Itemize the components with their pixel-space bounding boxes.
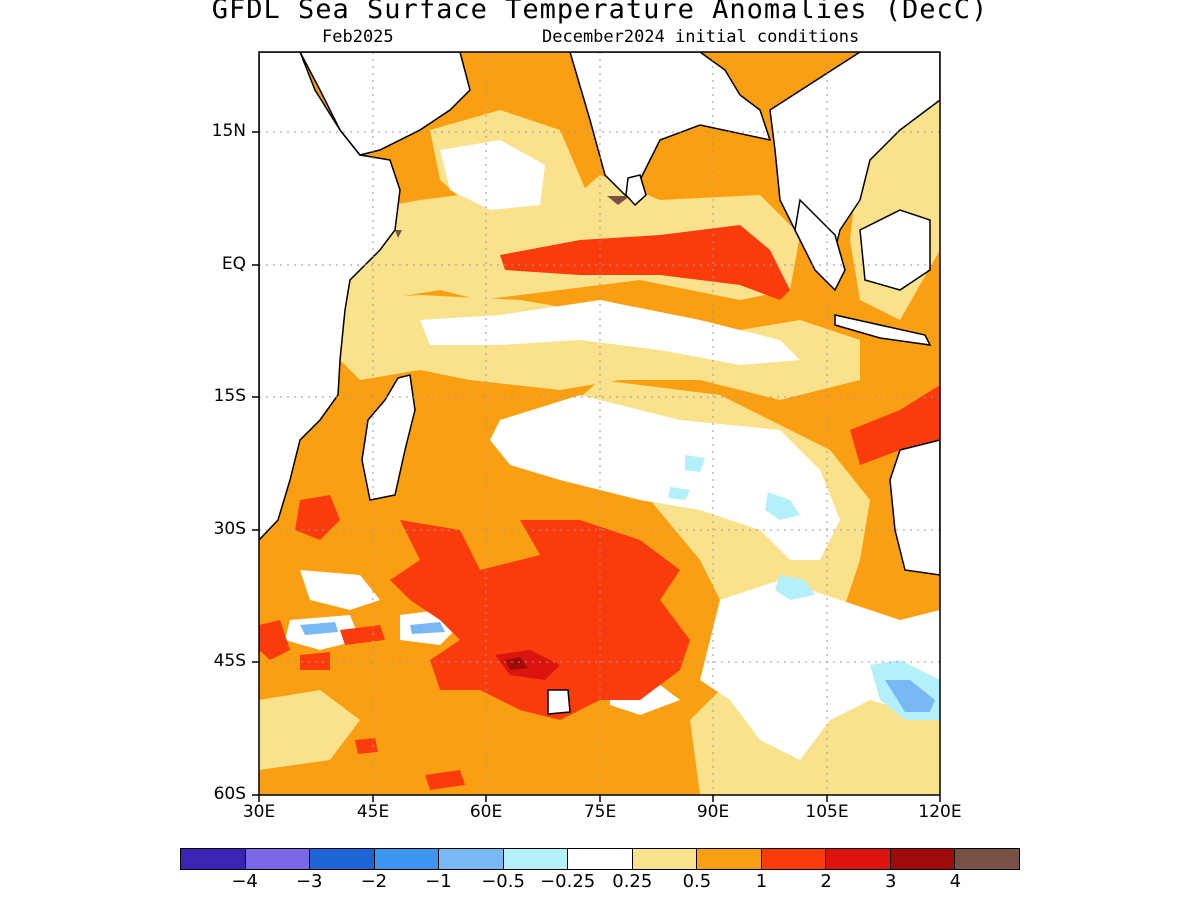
colorbar-label: 0.25 — [612, 871, 653, 892]
lon-tick-label: 105E — [805, 802, 849, 822]
red-equatorial — [500, 225, 790, 300]
lon-tick-label: 60E — [469, 802, 503, 822]
colorbar-swatch — [567, 848, 633, 870]
australia-coast — [889, 439, 940, 576]
colorbar-label: −0.25 — [540, 871, 596, 892]
blue-south-east — [885, 680, 935, 712]
colorbar-label: 1 — [755, 871, 768, 892]
white-south-east — [700, 580, 940, 760]
sri-lanka — [625, 174, 647, 207]
colorbar-swatch — [760, 848, 827, 870]
colorbar-swatch — [631, 848, 698, 870]
java — [834, 314, 932, 346]
lat-tick-label: 30S — [213, 519, 246, 539]
white-arabian — [440, 140, 545, 210]
grid-lines — [259, 52, 940, 795]
colorbar-swatch — [309, 848, 375, 870]
yellow-south — [259, 690, 360, 770]
lat-tick-label: 45S — [213, 651, 246, 671]
colorbar-swatch — [954, 848, 1020, 870]
colorbar-label: −1 — [425, 871, 452, 892]
colorbar-label: −2 — [360, 871, 388, 892]
arabia-coast — [299, 52, 471, 156]
colorbar-swatch — [825, 848, 891, 870]
colorbar-label: 4 — [949, 871, 962, 892]
lon-tick-label: 120E — [918, 802, 962, 822]
colorbar-swatch — [889, 848, 956, 870]
plot-frame — [252, 51, 941, 802]
lon-tick-label: 90E — [696, 802, 730, 822]
lat-tick-label: EQ — [221, 254, 246, 274]
lon-tick-label: 45E — [356, 802, 390, 822]
lon-tick-label: 75E — [583, 802, 617, 822]
lon-tick-label: 30E — [242, 802, 276, 822]
lat-tick-label: 15N — [211, 121, 246, 141]
madagascar — [361, 374, 416, 501]
colorbar-label: −3 — [295, 871, 323, 892]
india-coast — [569, 52, 772, 197]
colorbar-swatch — [180, 848, 246, 870]
map-title: GFDL Sea Surface Temperature Anomalies (… — [211, 0, 989, 25]
colorbar — [180, 848, 1020, 870]
lat-tick-label: 15S — [213, 386, 246, 406]
initial-conditions-label: December2024 initial conditions — [542, 27, 860, 47]
kerguelen — [547, 689, 571, 715]
colorbar-swatch — [696, 848, 762, 870]
borneo — [859, 209, 931, 291]
white-equatorial — [420, 300, 800, 365]
white-central — [490, 395, 840, 560]
dark-red-core — [495, 650, 560, 680]
colorbar-label: −4 — [231, 871, 258, 892]
land-masses — [259, 52, 940, 715]
colorbar-label: 0.5 — [682, 871, 712, 892]
colorbar-label: 2 — [820, 871, 832, 892]
colorbar-swatch — [502, 848, 569, 870]
colorbar-label: −0.5 — [481, 871, 525, 892]
colorbar-swatch — [373, 848, 440, 870]
sumatra — [794, 198, 846, 292]
colorbar-swatch — [438, 848, 504, 870]
forecast-month: Feb2025 — [322, 27, 394, 47]
colorbar-label: 3 — [885, 871, 897, 892]
lat-tick-label: 60S — [213, 784, 246, 804]
colorbar-swatch — [244, 848, 311, 870]
red-south-central — [390, 520, 690, 720]
